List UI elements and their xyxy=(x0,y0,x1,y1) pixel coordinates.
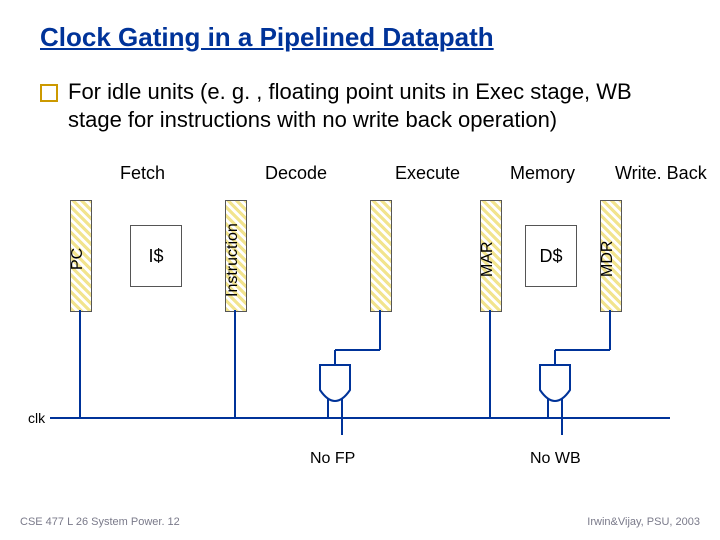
gate-label-no-wb: No WB xyxy=(530,450,581,468)
clk-label: clk xyxy=(28,410,45,426)
footer-left: CSE 477 L 26 System Power. 12 xyxy=(20,516,180,528)
pipeline-diagram xyxy=(0,0,720,540)
footer-right: Irwin&Vijay, PSU, 2003 xyxy=(587,516,700,528)
gate-label-no-fp: No FP xyxy=(310,450,355,468)
